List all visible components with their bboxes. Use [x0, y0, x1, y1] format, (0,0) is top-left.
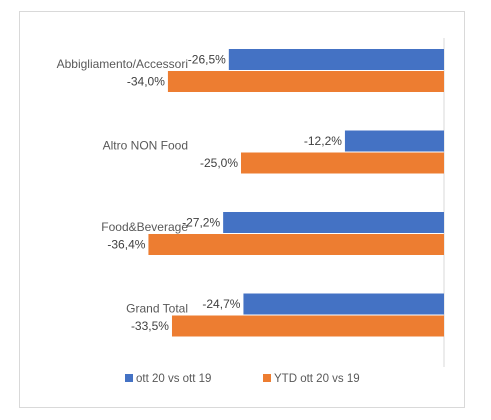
bar-ytd-3 [171, 315, 445, 337]
legend-label-0: ott 20 vs ott 19 [136, 373, 211, 385]
category-label-3: Grand Total [126, 302, 188, 316]
data-label-ytd-2: -36,4% [107, 238, 145, 252]
bar-ott-2 [223, 212, 444, 233]
bar-ott-3 [243, 293, 444, 315]
bar-ytd-0 [167, 71, 445, 92]
bar-ott-1 [344, 130, 444, 152]
data-label-ott-1: -12,2% [304, 134, 342, 148]
data-label-ytd-1: -25,0% [200, 156, 238, 170]
category-label-1: Altro NON Food [103, 139, 188, 153]
data-label-ott-2: -27,2% [182, 216, 220, 230]
data-label-ott-3: -24,7% [202, 297, 240, 311]
category-label-2: Food&Beverage [101, 220, 188, 234]
bar-ytd-2 [148, 234, 444, 255]
data-label-ytd-0: -34,0% [127, 75, 165, 89]
legend-swatch-0 [125, 374, 133, 382]
bar-ytd-1 [241, 152, 444, 174]
legend-swatch-1 [263, 374, 271, 382]
bar-ott-0 [228, 49, 444, 70]
legend-label-1: YTD ott 20 vs 19 [274, 373, 360, 385]
data-label-ytd-3: -33,5% [131, 319, 169, 333]
data-label-ott-0: -26,5% [188, 53, 226, 67]
category-label-0: Abbigliamento/Accessori [57, 57, 188, 71]
